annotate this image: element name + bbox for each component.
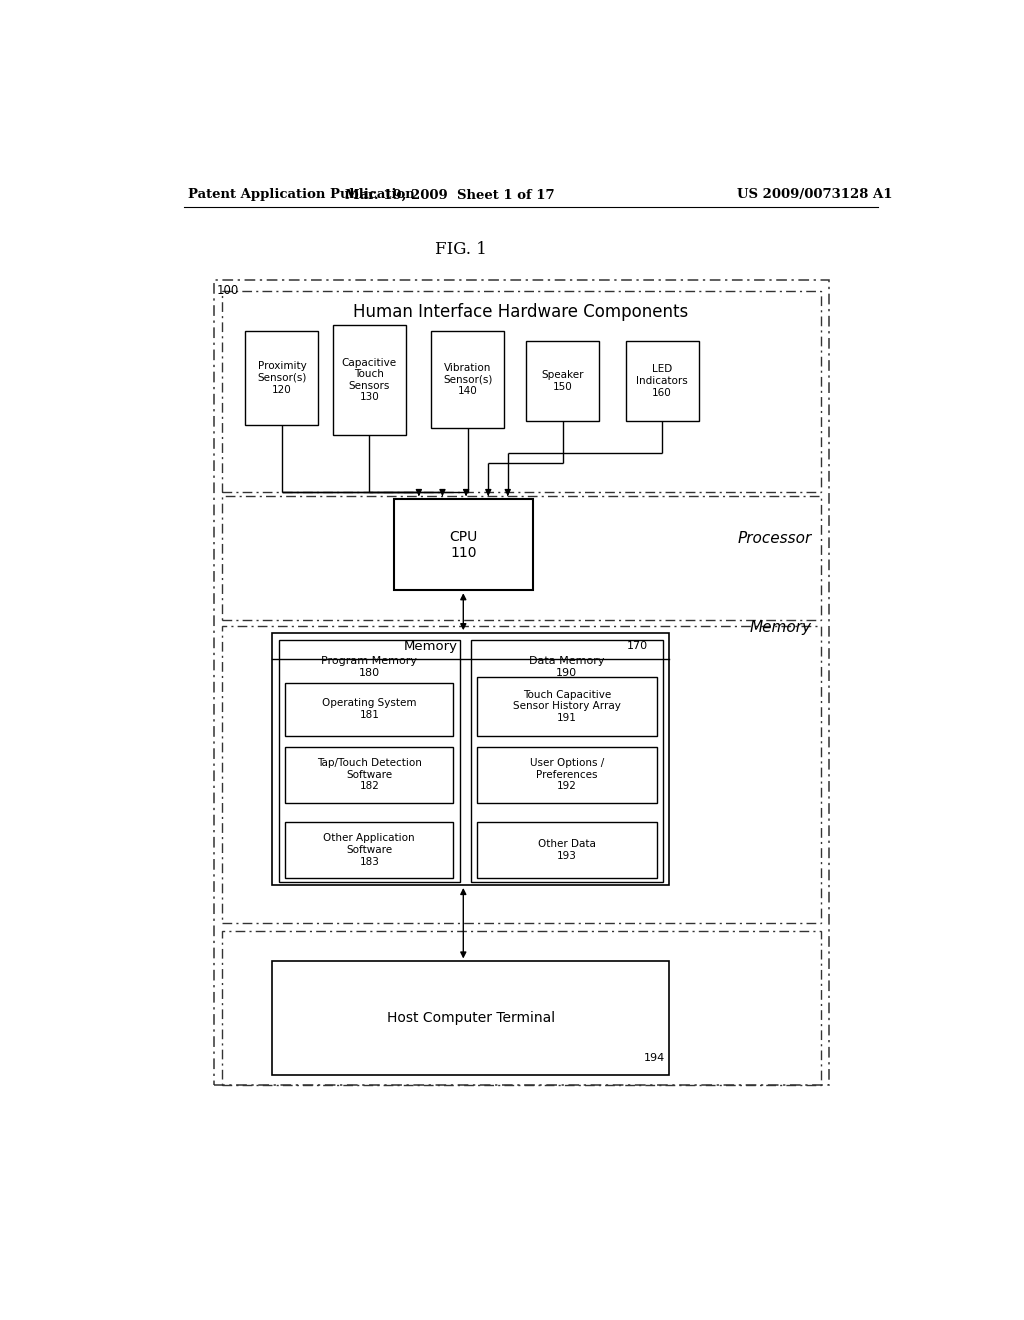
Bar <box>477 747 656 803</box>
Bar <box>221 931 821 1085</box>
Text: Touch Capacitive
Sensor History Array
191: Touch Capacitive Sensor History Array 19… <box>513 689 621 723</box>
Bar <box>285 682 454 735</box>
Text: User Options /
Preferences
192: User Options / Preferences 192 <box>529 758 604 792</box>
Bar <box>246 331 318 425</box>
Text: Other Application
Software
183: Other Application Software 183 <box>324 833 415 867</box>
Bar <box>285 822 454 878</box>
Text: 194: 194 <box>644 1053 666 1063</box>
Text: Host Computer Terminal: Host Computer Terminal <box>387 1011 555 1026</box>
Text: Capacitive
Touch
Sensors
130: Capacitive Touch Sensors 130 <box>342 358 397 403</box>
Bar <box>221 290 821 492</box>
Text: Mar. 19, 2009  Sheet 1 of 17: Mar. 19, 2009 Sheet 1 of 17 <box>345 189 554 202</box>
Text: Patent Application Publication: Patent Application Publication <box>187 189 415 202</box>
Bar <box>526 342 599 421</box>
Text: Processor: Processor <box>738 531 812 546</box>
Bar <box>477 822 656 878</box>
Text: 170: 170 <box>627 642 648 651</box>
Text: Operating System
181: Operating System 181 <box>322 698 417 721</box>
Text: Memory: Memory <box>751 620 812 635</box>
Bar <box>221 496 821 620</box>
Text: Speaker
150: Speaker 150 <box>542 370 584 392</box>
Text: Tap/Touch Detection
Software
182: Tap/Touch Detection Software 182 <box>316 758 422 792</box>
Bar <box>272 961 670 1076</box>
Text: LED
Indicators
160: LED Indicators 160 <box>636 364 688 397</box>
Bar <box>221 626 821 923</box>
Text: Human Interface Hardware Components: Human Interface Hardware Components <box>353 302 688 321</box>
Bar <box>272 634 670 886</box>
Text: Program Memory
180: Program Memory 180 <box>322 656 417 678</box>
Text: Memory: Memory <box>404 640 458 653</box>
Text: 100: 100 <box>217 284 240 297</box>
Bar <box>333 325 406 434</box>
Bar <box>626 342 698 421</box>
Text: FIG. 1: FIG. 1 <box>435 242 487 259</box>
Bar <box>394 499 532 590</box>
Text: US 2009/0073128 A1: US 2009/0073128 A1 <box>736 189 892 202</box>
Bar <box>431 331 504 428</box>
Bar <box>285 747 454 803</box>
Text: Vibration
Sensor(s)
140: Vibration Sensor(s) 140 <box>443 363 493 396</box>
Text: Other Data
193: Other Data 193 <box>538 840 596 861</box>
Bar <box>477 677 656 735</box>
Text: Data Memory
190: Data Memory 190 <box>529 656 604 678</box>
Bar <box>471 640 663 882</box>
Bar <box>214 280 828 1085</box>
Bar <box>279 640 460 882</box>
Text: CPU
110: CPU 110 <box>450 529 477 560</box>
Text: Proximity
Sensor(s)
120: Proximity Sensor(s) 120 <box>257 362 306 395</box>
